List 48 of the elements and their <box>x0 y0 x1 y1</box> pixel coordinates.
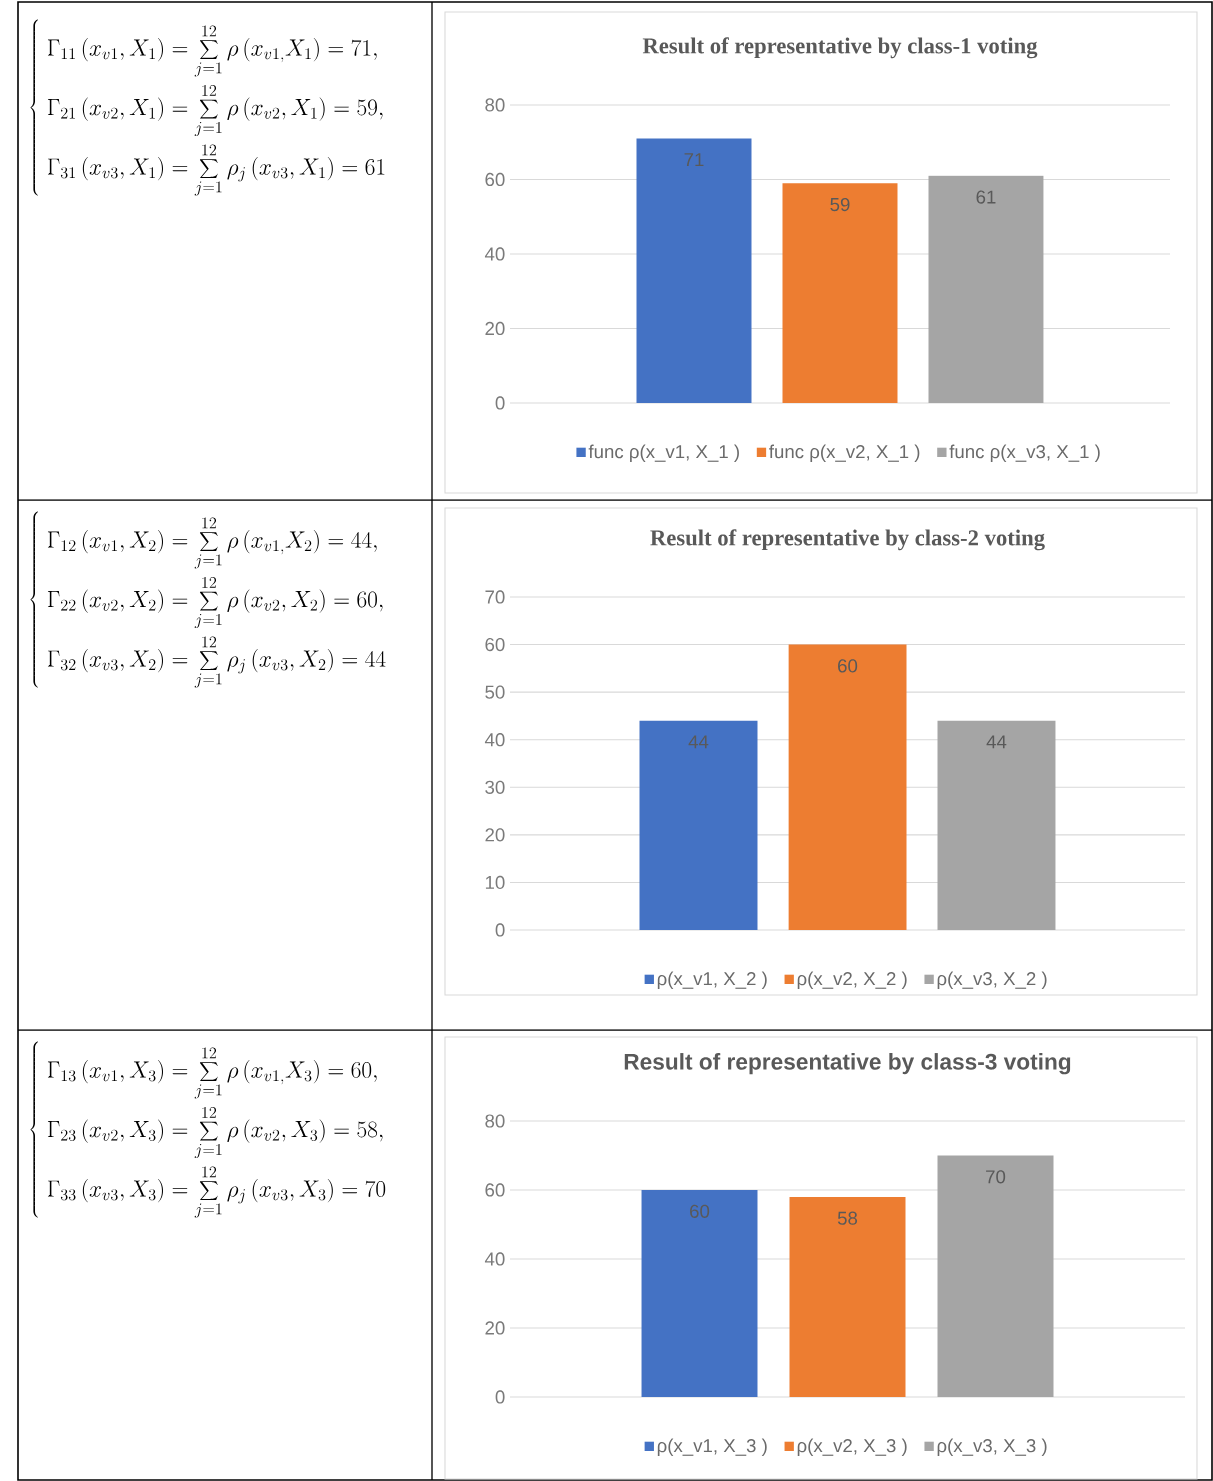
y-tick-label: 10 <box>485 875 505 890</box>
legend-label: func ρ(x_v3, X_1 ) <box>949 444 1100 462</box>
y-tick-label: 20 <box>485 1321 505 1335</box>
data-label: 71 <box>684 153 704 167</box>
legend-label: func ρ(x_v2, X_1 ) <box>769 444 920 462</box>
bar <box>789 1196 906 1397</box>
legend-label: func ρ(x_v1, X_1 ) <box>588 444 739 462</box>
y-tick-label: 60 <box>485 637 505 652</box>
legend-label: ρ(x_v1, X_3 ) <box>657 1438 767 1456</box>
legend-label: ρ(x_v3, X_3 ) <box>937 1438 1047 1456</box>
y-tick-label: 40 <box>484 733 505 747</box>
y-tick-label: 0 <box>495 396 505 410</box>
legend-label: ρ(x_v2, X_3 ) <box>797 1438 907 1456</box>
bar <box>928 175 1044 403</box>
y-tick-label: 70 <box>485 590 505 604</box>
text: $\left\{\begin{array}{l}\displaystyle\Gamma_{13}\left(x_{v1},X_3\right)=\sum_{j=1}^{12}\rho\left(x_{v1,}X_3\right)=60,\\[4pt]\displaystyle\Gamma_{23}\left(x_{v2},X_3\right)=\sum_{j=1}^{12}\rho\left(x_{v2},X_3\right)=58,\\[4pt]\displaystyle\Gamma_{33}\left(x_{v3},X_3\right)=\sum_{j=1}^{12}\rho_j\left(x_{v3},X_3\right)=70\end{array}\right.$ <box>30 1041 386 1218</box>
data-label: 44 <box>688 735 709 749</box>
bar <box>937 1155 1054 1397</box>
y-tick-label: 30 <box>485 780 505 794</box>
data-label: 60 <box>690 1204 710 1218</box>
bar <box>636 138 752 403</box>
y-tick-label: 0 <box>495 923 505 937</box>
y-tick-label: 40 <box>484 1252 505 1266</box>
data-label: 60 <box>838 659 858 673</box>
y-tick-label: 20 <box>485 828 505 842</box>
y-tick-label: 50 <box>485 685 505 699</box>
bar <box>641 1190 758 1397</box>
chart-title: Result of representative by class-2 voting <box>650 529 1045 551</box>
text: $\left\{\begin{array}{l}\displaystyle\Gamma_{11}\left(x_{v1},X_1\right)=\sum_{j=1}^{12}\rho\left(x_{v1,}X_1\right)=71,\\[4pt]\displaystyle\Gamma_{21}\left(x_{v2},X_1\right)=\sum_{j=1}^{12}\rho\left(x_{v2},X_1\right)=59,\\[4pt]\displaystyle\Gamma_{31}\left(x_{v3},X_1\right)=\sum_{j=1}^{12}\rho_j\left(x_{v3},X_1\right)=61\end{array}\right.$ <box>30 19 385 196</box>
text: $\left\{\begin{array}{l}\displaystyle\Gamma_{12}\left(x_{v1},X_2\right)=\sum_{j=1}^{12}\rho\left(x_{v1,}X_2\right)=44,\\[4pt]\displaystyle\Gamma_{22}\left(x_{v2},X_2\right)=\sum_{j=1}^{12}\rho\left(x_{v2},X_2\right)=60,\\[4pt]\displaystyle\Gamma_{32}\left(x_{v3},X_2\right)=\sum_{j=1}^{12}\rho_j\left(x_{v3},X_2\right)=44\end{array}\right.$ <box>30 511 386 688</box>
y-tick-label: 40 <box>484 247 505 261</box>
data-label: 44 <box>986 735 1007 749</box>
bar <box>782 183 898 403</box>
chart-title: Result of representative by class-3 voting <box>624 1053 1071 1075</box>
legend-label: ρ(x_v3, X_2 ) <box>937 971 1047 989</box>
legend-label: ρ(x_v2, X_2 ) <box>797 971 907 989</box>
y-tick-label: 80 <box>485 98 505 112</box>
data-label: 59 <box>830 197 850 212</box>
y-tick-label: 80 <box>485 1114 505 1128</box>
y-tick-label: 60 <box>485 172 505 187</box>
data-label: 61 <box>976 190 996 204</box>
y-tick-label: 0 <box>495 1390 505 1404</box>
y-tick-label: 60 <box>485 1183 505 1197</box>
legend-label: ρ(x_v1, X_2 ) <box>657 971 767 989</box>
chart-title: Result of representative by class-1 voting <box>642 37 1038 59</box>
y-tick-label: 20 <box>485 321 505 336</box>
data-label: 70 <box>986 1170 1006 1184</box>
data-label: 58 <box>837 1211 858 1225</box>
